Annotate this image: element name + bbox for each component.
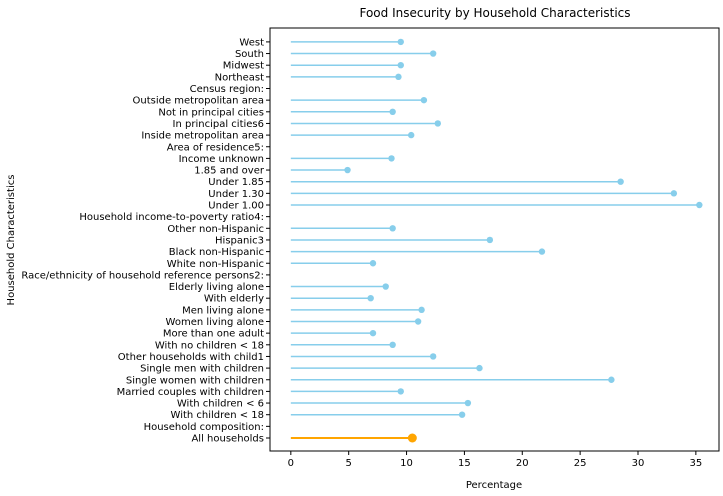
y-tick-label: Other households with child1	[118, 352, 264, 363]
data-point	[420, 96, 428, 104]
y-tick-label: More than one adult	[163, 329, 264, 340]
data-point	[464, 399, 472, 407]
data-point	[369, 260, 377, 267]
data-point	[407, 131, 415, 139]
y-tick-label: With no children < 18	[155, 340, 264, 351]
y-tick-label: Women living alone	[166, 317, 264, 328]
y-tick-label: Area of residence5:	[167, 142, 264, 153]
y-tick-label: Income unknown	[179, 154, 264, 165]
y-tick-label: Hispanic3	[215, 235, 264, 246]
y-tick-label: Under 1.85	[208, 177, 264, 188]
data-point	[395, 73, 402, 81]
x-tick-label: 20	[516, 458, 529, 469]
data-point	[397, 61, 404, 69]
data-point	[486, 236, 494, 244]
data-point	[429, 353, 437, 360]
data-point	[617, 178, 624, 185]
x-tick-label: 30	[632, 458, 645, 469]
y-tick-label: White non-Hispanic	[167, 259, 264, 270]
y-tick-label: In principal cities6	[173, 119, 264, 130]
data-point	[382, 283, 389, 290]
data-point	[397, 388, 404, 395]
y-tick-label: Race/ethnicity of household reference pe…	[21, 270, 264, 281]
marks-group	[290, 38, 703, 443]
data-point	[388, 155, 395, 162]
x-tick-label: 10	[400, 458, 413, 469]
data-point	[367, 295, 374, 302]
data-point	[476, 364, 483, 372]
x-axis: 0 5 10 15 20 25 30 35	[288, 451, 702, 469]
data-point	[696, 201, 703, 209]
x-tick-label: 15	[458, 458, 471, 469]
data-point	[389, 108, 396, 116]
data-point	[608, 376, 615, 383]
y-tick-label: With children < 18	[171, 410, 264, 421]
data-point	[538, 248, 546, 255]
y-tick-label: Household composition:	[144, 422, 264, 433]
data-point	[429, 50, 437, 57]
y-tick-label: Single women with children	[126, 375, 264, 386]
x-tick-label: 35	[689, 458, 702, 469]
data-point	[458, 411, 466, 418]
y-tick-label: Midwest	[223, 61, 264, 72]
chart-title: Food Insecurity by Household Characteris…	[359, 6, 630, 20]
x-tick-label: 0	[288, 458, 294, 469]
y-tick-label: Not in principal cities	[158, 107, 264, 118]
data-point	[434, 120, 441, 127]
y-tick-label: Black non-Hispanic	[169, 247, 264, 258]
y-tick-label: Northeast	[215, 72, 264, 83]
y-tick-label: South	[235, 49, 264, 60]
data-point	[670, 190, 678, 197]
y-tick-label: Single men with children	[140, 364, 264, 375]
y-axis-title: Household Characteristics	[6, 175, 17, 306]
y-tick-label: With children < 6	[177, 399, 264, 410]
y-tick-label: Household income-to-poverty ratio4:	[79, 212, 264, 223]
data-point	[418, 306, 425, 314]
y-tick-label: Elderly living alone	[169, 282, 264, 293]
y-tick-label: 1.85 and over	[194, 166, 265, 177]
data-point	[389, 225, 396, 232]
y-tick-label: Other non-Hispanic	[167, 224, 264, 235]
x-tick-label: 25	[574, 458, 587, 469]
data-point	[414, 318, 422, 325]
highlight-point	[407, 433, 417, 443]
y-tick-label: All households	[191, 434, 264, 445]
y-tick-label: Census region:	[190, 84, 264, 95]
y-tick-label: Married couples with children	[117, 387, 264, 398]
y-tick-label: Outside metropolitan area	[132, 96, 264, 107]
y-tick-label: Inside metropolitan area	[141, 131, 264, 142]
data-point	[389, 341, 396, 348]
y-tick-label: Men living alone	[182, 305, 264, 316]
data-point	[397, 38, 404, 46]
x-tick-label: 5	[346, 458, 352, 469]
y-tick-label: West	[239, 37, 264, 48]
data-point	[369, 329, 377, 337]
x-axis-title: Percentage	[466, 480, 522, 491]
y-tick-label: Under 1.30	[208, 189, 264, 200]
y-tick-label: With elderly	[204, 294, 264, 305]
y-tick-label: Under 1.00	[208, 201, 264, 212]
data-point	[344, 166, 351, 174]
